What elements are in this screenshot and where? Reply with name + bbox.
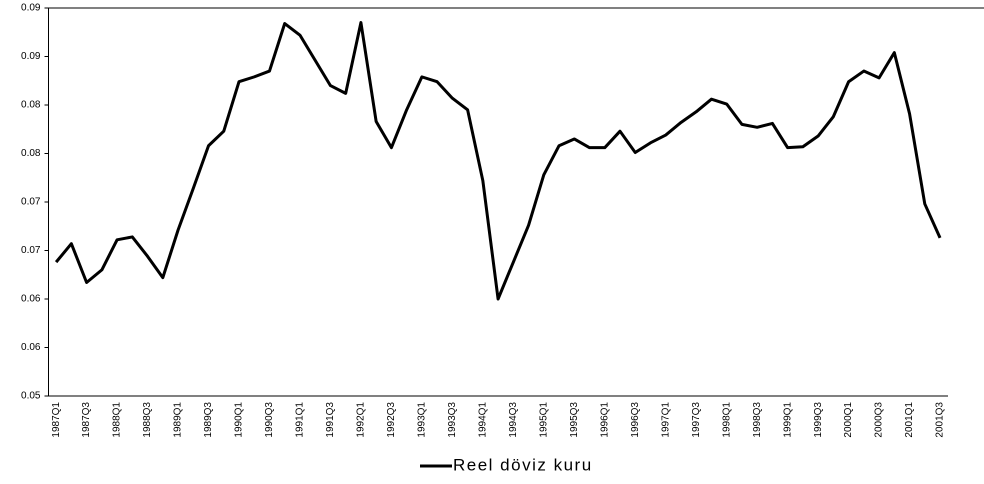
x-tick-label: 1989Q3 — [203, 402, 214, 438]
x-tick-label: 1993Q1 — [417, 402, 428, 438]
x-tick-label: 1988Q1 — [112, 402, 123, 438]
x-tick-label: 2001Q1 — [904, 402, 915, 438]
x-tick-label: 1987Q1 — [51, 402, 62, 438]
y-tick-label: 0.08 — [21, 148, 41, 159]
x-tick-label: 2000Q3 — [874, 402, 885, 438]
x-tick-label: 1987Q3 — [81, 402, 92, 438]
legend-text: Reel döviz kuru — [453, 455, 593, 474]
x-tick-label: 1990Q1 — [234, 402, 245, 438]
line — [54, 21, 942, 301]
x-tick-label: 1999Q1 — [782, 402, 793, 438]
y-tick-label: 0.07 — [21, 245, 41, 256]
x-tick-label: 1998Q3 — [752, 402, 763, 438]
y-tick-label: 0.09 — [21, 3, 41, 14]
x-tick-label: 1999Q3 — [813, 402, 824, 438]
x-tick-label: 1998Q1 — [721, 402, 732, 438]
y-tick-label: 0.06 — [21, 342, 41, 353]
x-tick-label: 2000Q1 — [843, 402, 854, 438]
x-tick-label: 1993Q3 — [447, 402, 458, 438]
y-tick-label: 0.08 — [21, 100, 41, 111]
x-tick-label: 1989Q1 — [173, 402, 184, 438]
x-tick-label: 1992Q1 — [356, 402, 367, 438]
x-tick-label: 1995Q1 — [538, 402, 549, 438]
y-tick-label: 0.07 — [21, 197, 41, 208]
x-tick-label: 1995Q3 — [569, 402, 580, 438]
y-tick-label: 0.05 — [21, 391, 41, 402]
x-tick-label: 1997Q1 — [660, 402, 671, 438]
x-tick-label: 1996Q3 — [630, 402, 641, 438]
x-tick-label: 1990Q3 — [264, 402, 275, 438]
x-tick-label: 1991Q3 — [325, 402, 336, 438]
x-tick-label: 1994Q1 — [477, 402, 488, 438]
y-tick-label: 0.06 — [21, 294, 41, 305]
x-tick-label: 1988Q3 — [142, 402, 153, 438]
x-tick-label: 1992Q3 — [386, 402, 397, 438]
x-tick-label: 2001Q3 — [935, 402, 946, 438]
x-tick-label: 1994Q3 — [508, 402, 519, 438]
x-tick-label: 1997Q3 — [691, 402, 702, 438]
x-tick-label: 1996Q1 — [599, 402, 610, 438]
y-tick-label: 0.09 — [21, 51, 41, 62]
x-tick-label: 1991Q1 — [295, 402, 306, 438]
